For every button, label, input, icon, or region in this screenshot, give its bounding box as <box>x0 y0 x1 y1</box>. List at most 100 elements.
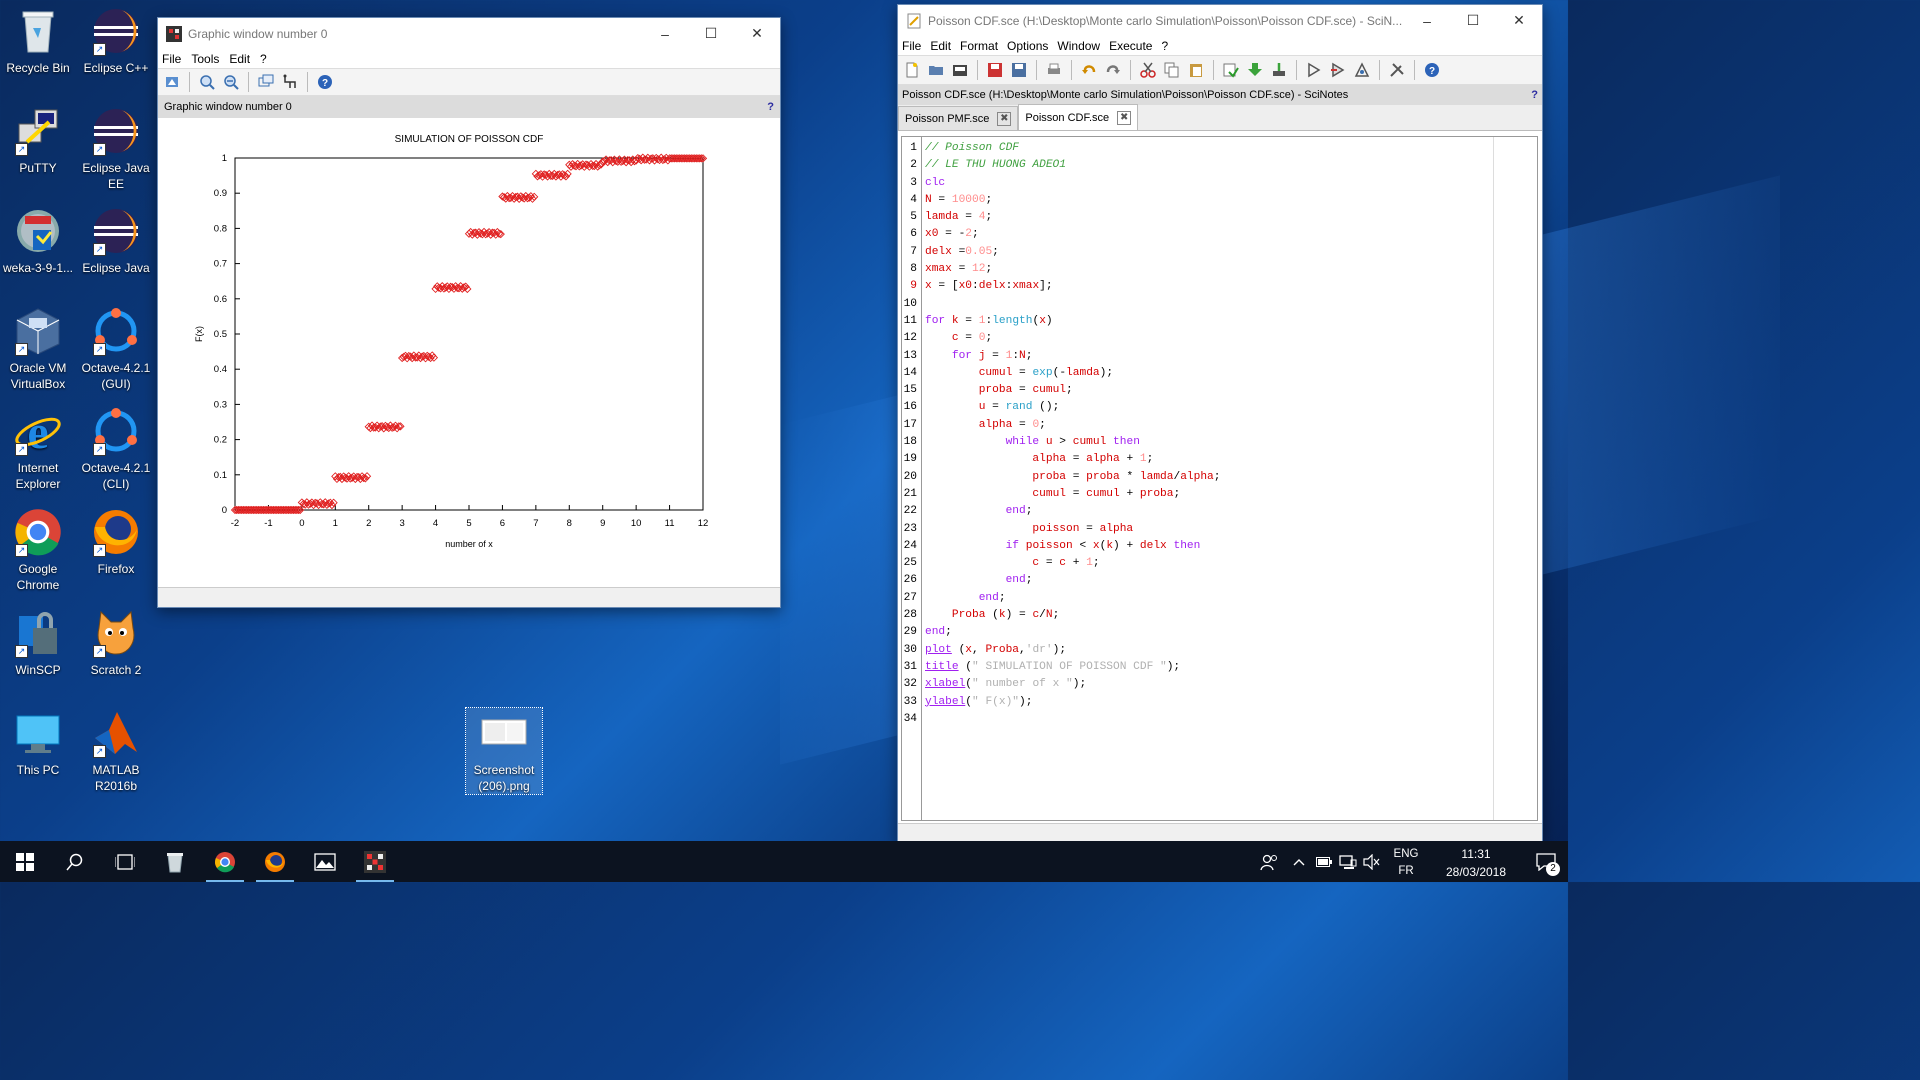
undo-icon[interactable] <box>1079 60 1099 80</box>
code-line[interactable]: end; <box>1005 574 1033 587</box>
code-line[interactable]: x0 = -2; <box>925 228 979 241</box>
code-line[interactable]: while u > cumul then <box>1005 436 1140 449</box>
execute-icon[interactable] <box>1304 60 1324 80</box>
desktop-icon-recycle[interactable]: Recycle Bin <box>0 6 76 76</box>
code-line[interactable]: xmax = 12; <box>925 263 993 276</box>
code-line[interactable] <box>925 296 1537 313</box>
tab-poisson-cdf[interactable]: Poisson CDF.sce ✖ <box>1018 104 1139 130</box>
rotate-icon[interactable] <box>162 72 182 92</box>
minimize-button[interactable]: – <box>1423 12 1431 29</box>
action-center-button[interactable]: 2 <box>1524 841 1568 882</box>
task-view-button[interactable] <box>100 841 150 882</box>
code-line[interactable]: end; <box>978 591 1006 604</box>
open-folder-icon[interactable] <box>926 60 946 80</box>
find-replace-icon[interactable] <box>1221 60 1241 80</box>
code-line[interactable]: Proba (k) = c/N; <box>951 609 1060 622</box>
graphic-menu-help[interactable]: ? <box>260 51 267 66</box>
code-line[interactable]: cumul = exp(-lamda); <box>978 366 1114 379</box>
battery-button[interactable] <box>1312 841 1336 882</box>
start-button[interactable] <box>0 841 50 882</box>
scinotes-menu-window[interactable]: Window <box>1057 38 1101 53</box>
code-text[interactable]: // Poisson CDF // LE THU HUONG ADEO1 clc N … <box>922 137 1537 820</box>
code-line[interactable]: poisson = alpha <box>1032 522 1134 535</box>
code-line[interactable]: // LE THU HUONG ADEO1 <box>925 159 1066 172</box>
code-line[interactable]: u = rand (); <box>978 401 1060 414</box>
redo-icon[interactable] <box>1103 60 1123 80</box>
close-button[interactable]: ✕ <box>751 25 763 41</box>
taskbar-chrome[interactable] <box>200 841 250 882</box>
desktop-icon-putty[interactable]: ↗ PuTTY <box>0 106 76 176</box>
desktop-icon-winscp[interactable]: ↗ WinSCP <box>0 608 76 678</box>
desktop-icon-matlab[interactable]: ↗ MATLAB R2016b <box>78 708 154 794</box>
editor-icon[interactable] <box>280 72 300 92</box>
desktop-icon-ie[interactable]: e ↗ Internet Explorer <box>0 406 76 492</box>
clock[interactable]: 11:31 28/03/2018 <box>1428 841 1524 882</box>
code-line[interactable] <box>925 711 1537 728</box>
save-icon[interactable] <box>985 60 1005 80</box>
graphic-menu-tools[interactable]: Tools <box>191 51 220 66</box>
scinotes-menu-edit[interactable]: Edit <box>930 38 952 53</box>
taskbar-firefox[interactable] <box>250 841 300 882</box>
help-icon[interactable]: ? <box>1422 60 1442 80</box>
search-button[interactable] <box>50 841 100 882</box>
code-line[interactable]: for k = 1:length(x) <box>925 314 1053 327</box>
graphic-menu-file[interactable]: File <box>162 51 182 66</box>
scinotes-titlebar[interactable]: Poisson CDF.sce (H:\Desktop\Monte carlo … <box>898 5 1542 36</box>
desktop-icon-octave-gui[interactable]: ↗ Octave-4.2.1 (GUI) <box>78 306 154 392</box>
desktop-icon-eclipse-cpp[interactable]: ↗ Eclipse C++ <box>78 6 154 76</box>
code-line[interactable]: if poisson < x(k) + delx then <box>1005 539 1201 552</box>
code-line[interactable]: for j = 1:N; <box>951 349 1033 362</box>
zoom-out-icon[interactable] <box>221 72 241 92</box>
taskbar-recycle-app[interactable] <box>150 841 200 882</box>
execute-file-icon[interactable] <box>1328 60 1348 80</box>
desktop-icon-eclipse-java[interactable]: ↗ Eclipse Java <box>78 206 154 276</box>
load-into-scilab-icon[interactable] <box>1269 60 1289 80</box>
code-line[interactable]: title (" SIMULATION OF POISSON CDF "); <box>925 660 1181 673</box>
close-tab-icon[interactable]: ✖ <box>1117 110 1132 125</box>
code-line[interactable]: end; <box>1005 505 1033 518</box>
desktop-icon-virtualbox[interactable]: ↗ Oracle VM VirtualBox <box>0 306 76 392</box>
code-line[interactable]: alpha = alpha + 1; <box>1032 453 1154 466</box>
code-line[interactable]: proba = proba * lamda/alpha; <box>1032 470 1221 483</box>
code-line[interactable]: cumul = cumul + proba; <box>1032 487 1181 500</box>
code-line[interactable]: delx =0.05; <box>925 245 999 258</box>
taskbar-scilab[interactable] <box>350 841 400 882</box>
code-line[interactable]: alpha = 0; <box>978 418 1046 431</box>
code-line[interactable]: end; <box>925 626 952 639</box>
close-tab-icon[interactable]: ✖ <box>997 111 1012 126</box>
cut-icon[interactable] <box>1138 60 1158 80</box>
volume-button[interactable] <box>1360 841 1384 882</box>
scinotes-menu-file[interactable]: File <box>902 38 922 53</box>
scinotes-menu-execute[interactable]: Execute <box>1109 38 1153 53</box>
tab-poisson-pmf[interactable]: Poisson PMF.sce ✖ <box>898 106 1019 130</box>
code-line[interactable]: N = 10000; <box>925 193 993 206</box>
download-icon[interactable] <box>1245 60 1265 80</box>
code-line[interactable]: // Poisson CDF <box>925 142 1019 154</box>
open-file-icon[interactable] <box>950 60 970 80</box>
tools-icon[interactable] <box>1387 60 1407 80</box>
scinotes-menu-options[interactable]: Options <box>1007 38 1049 53</box>
taskbar-photos[interactable] <box>300 841 350 882</box>
code-line[interactable]: ylabel(" F(x)"); <box>925 695 1033 708</box>
graphic-menu-edit[interactable]: Edit <box>229 51 251 66</box>
maximize-button[interactable]: ☐ <box>1466 12 1480 28</box>
desktop-icon-firefox[interactable]: ↗ Firefox <box>78 507 154 577</box>
network-button[interactable] <box>1336 841 1360 882</box>
code-line[interactable]: c = 0; <box>951 332 993 345</box>
code-line[interactable]: clc <box>925 176 946 189</box>
copy-icon[interactable] <box>1162 60 1182 80</box>
execute-echo-icon[interactable] <box>1352 60 1372 80</box>
help-link[interactable]: ? <box>767 101 774 113</box>
paste-icon[interactable] <box>1186 60 1206 80</box>
close-button[interactable]: ✕ <box>1513 12 1525 28</box>
code-line[interactable]: proba = cumul; <box>978 384 1073 397</box>
new-file-icon[interactable] <box>902 60 922 80</box>
datatip-icon[interactable] <box>256 72 276 92</box>
desktop-icon-thispc[interactable]: This PC <box>0 708 76 778</box>
scinotes-menu-format[interactable]: Format <box>960 38 999 53</box>
desktop-icon-weka[interactable]: weka-3-9-1... <box>0 206 76 276</box>
code-line[interactable]: plot (x, Proba,'dr'); <box>925 643 1067 656</box>
maximize-button[interactable]: ☐ <box>704 25 718 41</box>
desktop-icon-chrome[interactable]: ↗ Google Chrome <box>0 507 76 593</box>
save-as-icon[interactable] <box>1009 60 1029 80</box>
